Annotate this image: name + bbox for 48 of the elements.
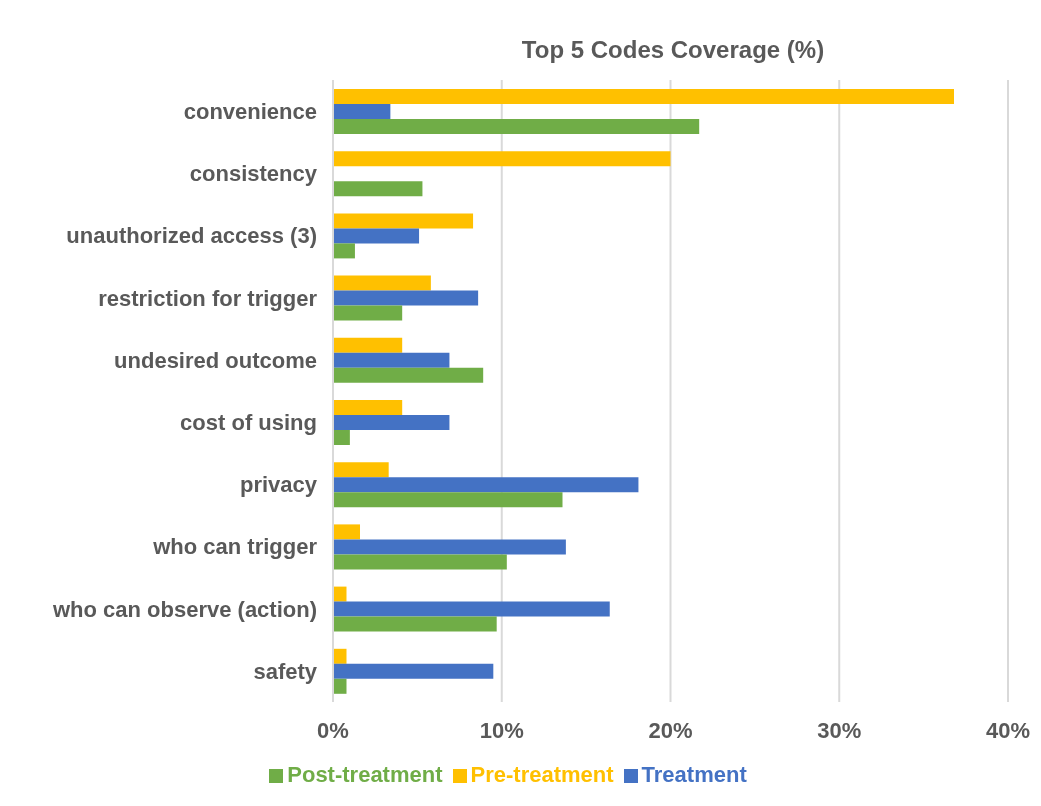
legend-label: Post-treatment (287, 762, 443, 787)
bar (333, 539, 566, 555)
bar (333, 367, 484, 383)
bar (333, 119, 700, 134)
bar (333, 601, 610, 617)
y-tick-label: privacy (239, 472, 318, 498)
bar (333, 492, 563, 508)
x-tick-label: 20% (648, 717, 693, 743)
bar (333, 524, 360, 540)
bar (333, 243, 355, 259)
y-tick-label: consistency (189, 161, 318, 187)
bar (333, 305, 403, 321)
chart-title: Top 5 Codes Coverage (%) (520, 35, 826, 65)
bar (333, 89, 954, 104)
bar (333, 554, 507, 570)
bar (333, 586, 347, 602)
bar (333, 151, 671, 167)
bar (333, 352, 450, 368)
x-tick-label: 30% (817, 717, 862, 743)
x-tick-label: 40% (985, 717, 1031, 743)
bar (333, 616, 497, 632)
bar (333, 275, 431, 291)
bar (333, 462, 389, 478)
y-tick-label: unauthorized access (3) (66, 223, 317, 249)
bar (333, 290, 479, 306)
bar (333, 477, 639, 493)
bar (333, 678, 347, 694)
legend-label: Treatment (641, 762, 747, 787)
bar (333, 400, 403, 415)
y-tick-label: safety (253, 658, 318, 684)
x-tick-label: 10% (479, 717, 524, 743)
y-tick-label: undesired outcome (114, 347, 317, 373)
x-tick-label: 0% (317, 717, 349, 743)
y-tick-label: cost of using (180, 409, 317, 435)
bar (333, 337, 403, 353)
y-tick-label: who can trigger (152, 534, 318, 560)
bar (333, 181, 423, 197)
y-tick-label: restriction for trigger (98, 285, 318, 311)
bar (333, 104, 391, 119)
y-tick-label: convenience (183, 98, 317, 124)
bar (333, 430, 350, 445)
bar (333, 648, 347, 664)
bar (333, 228, 420, 244)
bar (333, 663, 494, 679)
legend-label: Pre-treatment (470, 762, 614, 787)
y-tick-label: who can observe (action) (51, 596, 317, 622)
bar (333, 415, 450, 430)
bar (333, 213, 474, 229)
